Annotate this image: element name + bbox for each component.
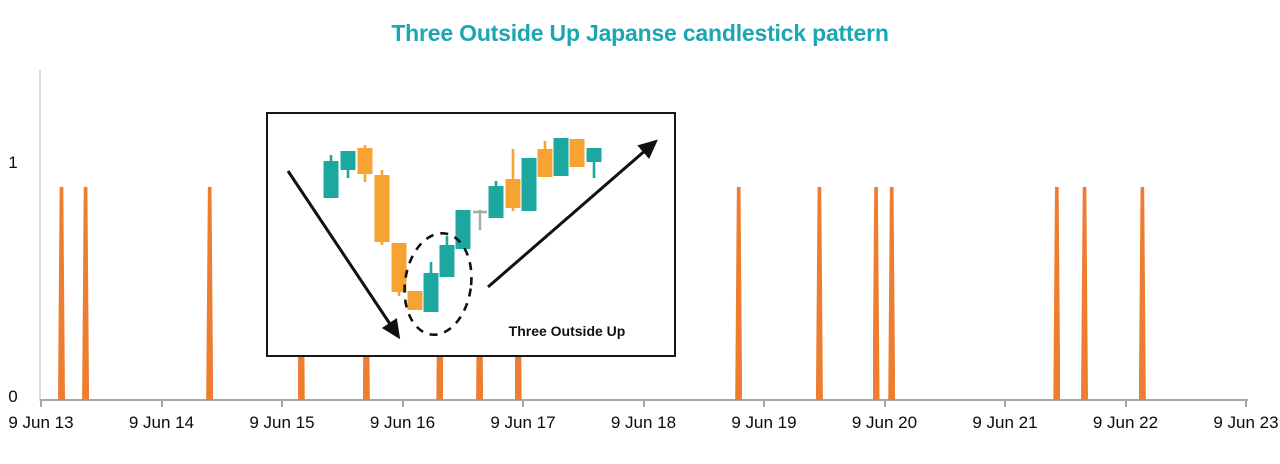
candle-body [340,151,356,170]
pattern-spike [206,187,214,400]
pattern-spike [872,187,880,400]
pattern-spike [888,187,896,400]
inset-annotations [286,139,658,340]
y-axis-tick-label-1: 1 [8,153,18,172]
x-axis-tick-label: 9 Jun 23 [1213,413,1279,432]
x-axis-tick [281,399,283,407]
pattern-spike [82,187,90,400]
candle-body [505,179,521,208]
inset-candles [323,138,602,312]
candle-body [407,291,423,310]
candle-body [423,273,439,312]
pattern-spike [815,187,823,400]
candle-body [569,139,585,167]
x-axis-tick [1124,399,1127,407]
candle-body [357,148,373,174]
inset-label: Three Outside Up [509,323,626,339]
x-axis-tick-label: 9 Jun 14 [128,413,195,432]
chart-title: Three Outside Up Japanse candlestick pat… [391,20,889,46]
x-axis-tick [40,399,42,407]
y-axis-line [39,70,41,401]
candle-body [439,245,455,277]
x-axis-tick [1245,399,1247,407]
inset-candlestick-diagram: Three Outside Up [286,138,658,340]
pattern-spike [57,187,65,400]
x-axis-tick-label: 9 Jun 15 [249,413,315,432]
candle-body [374,175,390,242]
candle-body [586,148,602,162]
pattern-spike [735,187,743,400]
pattern-highlight-ellipse [403,231,473,337]
candle-body [391,243,407,292]
x-axis-tick [160,399,163,407]
x-axis-tick-label: 9 Jun 16 [369,413,436,432]
pattern-spike [1138,187,1146,400]
x-axis-tick [401,399,404,407]
x-axis-tick [1004,399,1006,407]
candle-body [553,138,569,176]
x-axis-tick-label: 9 Jun 21 [972,413,1038,432]
uptrend-arrow [487,139,658,289]
x-axis-tick-label: 9 Jun 13 [8,413,74,432]
candle-body [323,161,339,198]
x-axis-tick [763,399,765,407]
x-axis-tick-label: 9 Jun 18 [610,413,677,432]
x-axis-tick-label: 9 Jun 17 [490,413,556,432]
candle-body [488,186,504,218]
pattern-spike [1053,187,1061,400]
x-axis-tick [883,399,886,407]
x-axis-tick-label: 9 Jun 20 [851,413,918,432]
x-axis-tick [522,399,524,407]
pattern-inset-box: Three Outside Up [266,112,676,357]
candle-body [537,149,553,177]
pattern-spike [1081,187,1089,400]
x-axis-tick-label: 9 Jun 19 [731,413,797,432]
x-axis-tick-label: 9 Jun 22 [1092,413,1159,432]
candle-body [521,158,537,211]
y-axis-tick-label-0: 0 [8,387,18,406]
x-axis-tick [642,399,645,407]
candle-body [455,210,471,249]
downtrend-arrow [286,170,401,340]
